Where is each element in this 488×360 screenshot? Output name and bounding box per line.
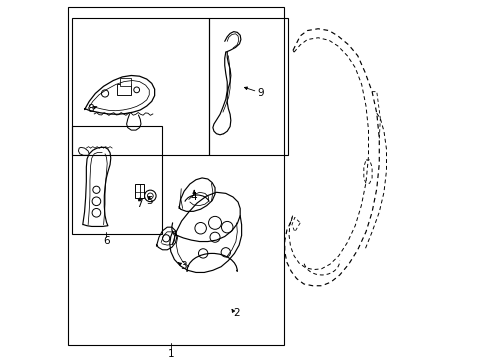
Bar (120, 78, 130, 86)
Bar (135, 184, 143, 198)
Bar (72, 18, 208, 154)
Text: 7: 7 (136, 199, 142, 209)
Bar (72, 126, 162, 234)
Bar (208, 18, 287, 154)
Text: 1: 1 (167, 349, 174, 359)
Text: 9: 9 (257, 89, 264, 98)
Text: 6: 6 (102, 236, 109, 246)
Text: 8: 8 (87, 104, 94, 113)
Text: 3: 3 (180, 261, 186, 271)
Text: 5: 5 (145, 196, 152, 206)
Bar (117, 85, 130, 95)
Text: 4: 4 (190, 192, 197, 202)
Bar (68, 7, 284, 345)
Text: 2: 2 (233, 309, 240, 319)
